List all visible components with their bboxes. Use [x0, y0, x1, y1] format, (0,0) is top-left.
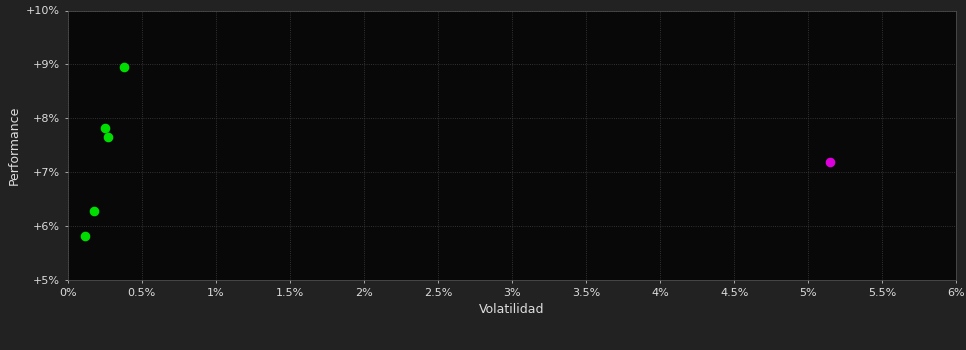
Point	[99, 134, 115, 140]
Point	[77, 233, 93, 239]
Point	[87, 208, 102, 214]
X-axis label: Volatilidad: Volatilidad	[479, 303, 545, 316]
Point	[97, 125, 112, 131]
Y-axis label: Performance: Performance	[8, 106, 20, 185]
Point	[116, 64, 131, 70]
Point	[823, 160, 838, 165]
